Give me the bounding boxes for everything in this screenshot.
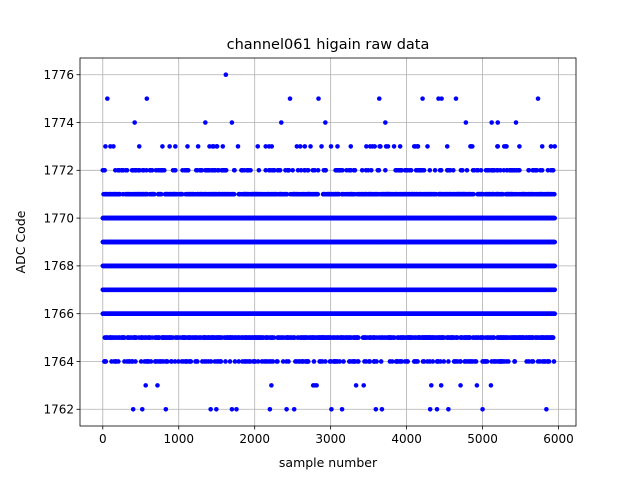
data-point xyxy=(551,359,557,364)
data-point xyxy=(458,383,463,388)
data-point xyxy=(133,359,138,364)
data-point xyxy=(138,359,144,364)
data-point xyxy=(172,359,178,364)
data-point xyxy=(286,359,291,364)
data-point xyxy=(379,406,385,412)
data-point xyxy=(305,359,311,364)
data-point xyxy=(148,359,154,364)
data-point xyxy=(550,335,556,340)
data-point xyxy=(356,335,361,340)
data-point xyxy=(356,359,361,364)
data-points xyxy=(100,72,558,412)
data-point xyxy=(430,359,436,364)
data-point xyxy=(438,383,444,388)
data-point xyxy=(552,287,558,293)
data-point xyxy=(389,359,395,364)
data-point xyxy=(446,406,451,412)
data-point xyxy=(236,359,242,364)
data-point xyxy=(488,383,494,388)
data-point xyxy=(232,359,238,364)
data-point xyxy=(103,359,109,364)
data-point xyxy=(208,359,214,364)
data-point xyxy=(271,335,277,340)
data-point xyxy=(169,359,174,364)
data-point xyxy=(218,359,224,364)
data-point xyxy=(512,359,518,364)
data-point xyxy=(341,359,346,364)
data-point xyxy=(188,359,194,364)
data-point xyxy=(484,359,490,364)
data-point xyxy=(155,383,160,388)
data-point xyxy=(311,359,317,364)
chart-title: channel061 higain raw data xyxy=(227,37,430,53)
data-point xyxy=(415,359,420,364)
data-point xyxy=(546,359,552,364)
data-point xyxy=(473,359,479,364)
data-point xyxy=(446,359,451,364)
data-point xyxy=(552,311,558,316)
data-point xyxy=(552,263,558,269)
data-point xyxy=(429,383,434,388)
data-point xyxy=(373,406,379,412)
data-point xyxy=(270,359,276,364)
data-point xyxy=(255,359,261,364)
data-point xyxy=(506,359,511,364)
data-point xyxy=(421,359,427,364)
data-point xyxy=(361,383,367,388)
data-point xyxy=(275,359,280,364)
data-point xyxy=(214,406,219,412)
data-point xyxy=(399,359,404,364)
data-point xyxy=(269,383,274,388)
data-point xyxy=(491,335,497,340)
data-point xyxy=(143,383,148,388)
data-point xyxy=(165,359,170,364)
data-point xyxy=(337,359,343,364)
data-point xyxy=(441,359,447,364)
data-point xyxy=(176,359,181,364)
data-point xyxy=(544,406,549,412)
data-point xyxy=(378,359,384,364)
data-point xyxy=(280,359,286,364)
data-point xyxy=(227,359,233,364)
data-point xyxy=(405,359,411,364)
data-point xyxy=(314,383,319,388)
data-point xyxy=(438,359,443,364)
data-point xyxy=(223,359,228,364)
data-point xyxy=(530,359,536,364)
data-point xyxy=(374,359,379,364)
data-point xyxy=(353,383,359,388)
data-point xyxy=(195,359,200,364)
data-point xyxy=(367,359,373,364)
data-point xyxy=(323,359,328,364)
data-point xyxy=(458,359,463,364)
data-point xyxy=(116,359,121,364)
data-point xyxy=(474,383,480,388)
